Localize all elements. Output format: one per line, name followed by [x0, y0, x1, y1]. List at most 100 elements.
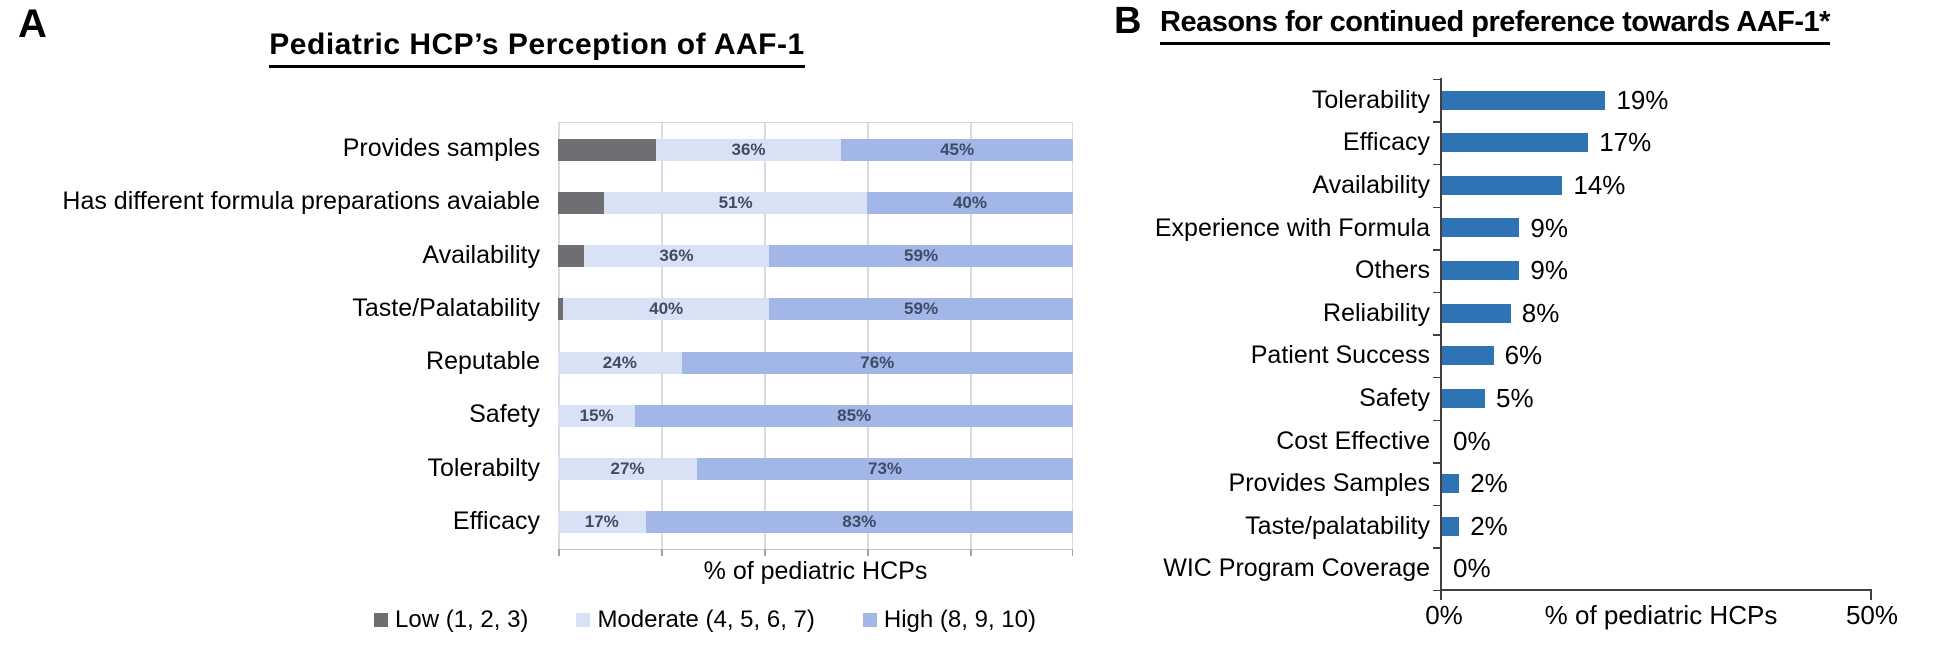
category-label: Tolerabilty	[427, 453, 540, 482]
bar-segment-high: 40%	[866, 191, 1073, 214]
bar-segment-value-label: 83%	[842, 512, 877, 532]
bar-segment-value-label: 73%	[868, 459, 903, 479]
y-axis-tick	[1433, 547, 1441, 549]
panel-b-x-tick-label-0: 0%	[1425, 600, 1463, 630]
category-label: Cost Effective	[1276, 426, 1430, 455]
stacked-bar-row: 15% 85%	[558, 404, 1073, 427]
bar-segment-high: 83%	[645, 511, 1073, 534]
bar-value-label: 2%	[1470, 468, 1508, 499]
y-axis-tick	[1433, 419, 1441, 421]
legend-item: High (8, 9, 10)	[862, 606, 1036, 634]
category-label: WIC Program Coverage	[1163, 554, 1430, 583]
stacked-bar-row: 17% 83%	[558, 511, 1073, 534]
category-label: Safety	[469, 400, 540, 429]
bar-segment-value-label: 17%	[584, 512, 619, 532]
bar-value-label: 17%	[1599, 127, 1652, 158]
bar-segment-low	[558, 138, 656, 161]
category-label: Experience with Formula	[1154, 213, 1430, 242]
bar-segment-value-label: 27%	[610, 459, 645, 479]
bar-segment-high: 59%	[769, 245, 1073, 268]
category-label: Tolerability	[1311, 85, 1430, 114]
legend-label: Low (1, 2, 3)	[395, 606, 529, 633]
x-axis-tick	[661, 549, 663, 556]
bar-segment-high: 85%	[635, 404, 1073, 427]
panel-b-x-tick-label-50: 50%	[1845, 600, 1899, 630]
gridline	[661, 123, 663, 549]
stacked-bar-row: 24% 76%	[558, 351, 1073, 374]
x-axis-tick	[764, 549, 766, 556]
bar-segment-high: 59%	[769, 298, 1073, 321]
bar-segment-value-label: 85%	[837, 405, 872, 425]
bar-segment-moderate: 51%	[604, 191, 867, 214]
value-bar	[1442, 303, 1511, 323]
bar-segment-value-label: 76%	[860, 352, 895, 372]
bar-segment-value-label: 15%	[579, 405, 614, 425]
panel-a-title: Pediatric HCP’s Perception of AAF-1	[269, 28, 805, 68]
category-label: Efficacy	[1342, 128, 1430, 157]
bar-segment-value-label: 40%	[649, 299, 684, 319]
bar-value-label: 8%	[1521, 297, 1560, 328]
stacked-bar-row: 40% 59%	[558, 298, 1073, 321]
bar-segment-moderate: 36%	[655, 138, 842, 161]
value-bar	[1442, 346, 1494, 366]
panel-a-marker: A	[18, 2, 47, 46]
stacked-bar-row: 36% 45%	[558, 138, 1073, 161]
y-axis-tick	[1433, 334, 1441, 336]
y-axis-tick	[1433, 78, 1441, 81]
value-bar	[1442, 175, 1563, 195]
category-label: Efficacy	[452, 506, 540, 535]
panel-b-y-axis-line	[1440, 78, 1442, 591]
value-bar	[1442, 388, 1485, 408]
panel-a-x-axis-label: % of pediatric HCPs	[703, 557, 928, 585]
y-axis-tick	[1433, 291, 1441, 294]
category-label: Availability	[422, 240, 540, 269]
category-label: Provides samples	[342, 134, 540, 162]
bar-segment-high: 45%	[841, 138, 1073, 161]
legend-swatch	[862, 613, 877, 627]
bar-segment-low	[558, 298, 564, 321]
bar-segment-moderate: 15%	[558, 404, 636, 427]
x-axis-tick	[558, 549, 560, 556]
category-label: Availability	[1312, 170, 1430, 199]
legend-label: High (8, 9, 10)	[883, 606, 1036, 633]
value-bar	[1442, 473, 1460, 493]
bar-segment-high: 73%	[697, 458, 1073, 481]
bar-value-label: 2%	[1470, 510, 1508, 541]
gridline	[867, 123, 869, 549]
category-label: Others	[1354, 256, 1430, 285]
panel-b-x-axis-tick-0	[1440, 589, 1442, 600]
category-label: Provides Samples	[1228, 469, 1430, 498]
value-bar	[1442, 218, 1520, 238]
bar-value-label: 5%	[1496, 382, 1534, 413]
panel-b-x-axis-label: % of pediatric HCPs	[1544, 600, 1778, 630]
y-axis-tick	[1433, 121, 1441, 123]
category-label: Reputable	[426, 347, 540, 375]
bar-value-label: 6%	[1504, 340, 1543, 371]
bar-segment-moderate: 24%	[558, 351, 682, 374]
y-axis-tick	[1433, 376, 1441, 379]
bar-value-label: 14%	[1573, 169, 1626, 200]
category-label: Taste/palatability	[1245, 511, 1430, 540]
legend-swatch	[374, 613, 389, 627]
bar-value-label: 0%	[1453, 425, 1491, 456]
bar-value-label: 9%	[1530, 255, 1568, 286]
legend-swatch	[576, 613, 591, 627]
y-axis-tick	[1433, 206, 1441, 208]
bar-segment-value-label: 45%	[940, 139, 975, 159]
panel-a-plot-area: 36% 45% 51% 40% 36% 59% 40% 59% 24% 76% 15% 85% 27% 7…	[558, 122, 1073, 550]
category-label: Safety	[1359, 383, 1430, 412]
bar-segment-value-label: 36%	[659, 246, 694, 266]
bar-value-label: 19%	[1616, 84, 1669, 115]
bar-segment-low	[558, 191, 605, 214]
bar-segment-moderate: 27%	[558, 458, 698, 481]
y-axis-tick	[1433, 462, 1441, 464]
gridline	[558, 123, 560, 549]
x-axis-tick	[867, 549, 869, 556]
bar-segment-moderate: 17%	[558, 511, 646, 534]
bar-segment-moderate: 36%	[583, 245, 770, 268]
panel-b-title: Reasons for continued preference towards…	[1160, 6, 1830, 45]
bar-segment-high: 76%	[681, 351, 1073, 374]
y-axis-tick	[1433, 589, 1441, 592]
value-bar	[1442, 90, 1606, 110]
